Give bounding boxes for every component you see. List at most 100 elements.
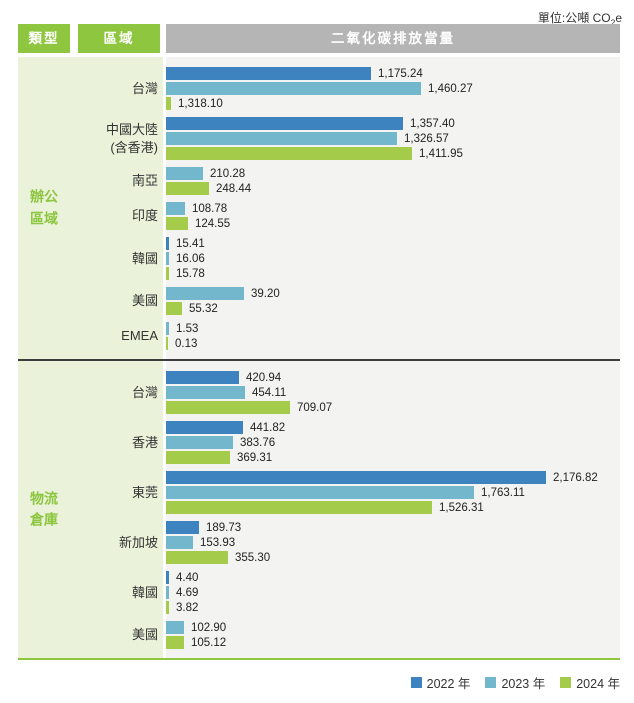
bar-line: 2,176.82	[166, 471, 598, 484]
region-label: 香港	[18, 434, 158, 452]
bar-2023	[166, 436, 233, 449]
bar-value-label: 16.06	[176, 252, 205, 265]
bar-value-label: 39.20	[251, 287, 280, 300]
bar-group: 102.90 105.12	[166, 621, 226, 649]
region-label-line: 韓國	[131, 250, 158, 266]
bar-2022	[166, 421, 243, 434]
bar-2024	[166, 451, 230, 464]
bar-value-label: 1,526.31	[439, 501, 484, 514]
region-label: 台灣	[18, 80, 158, 98]
bar-group: 39.20 55.32	[166, 287, 280, 315]
section-rows: 台灣 420.94 454.11 709.07 香港 441.82 383.76 369.31…	[18, 371, 620, 649]
bar-group: 1,357.40 1,326.57 1,411.95	[166, 117, 463, 160]
region-label-line: (含香港)	[110, 139, 158, 155]
bar-value-label: 1,357.40	[410, 117, 455, 130]
bar-value-label: 105.12	[191, 636, 227, 649]
bar-group: 1.53 0.13	[166, 322, 198, 350]
section-divider	[18, 359, 620, 361]
type-label: 物流 倉庫	[18, 488, 70, 531]
bar-line: 0.13	[166, 337, 198, 350]
table-row: 印度 108.78 124.55	[18, 202, 620, 230]
bar-value-label: 1,326.57	[404, 132, 449, 145]
bar-group: 441.82 383.76 369.31	[166, 421, 285, 464]
bar-line: 3.82	[166, 601, 198, 614]
bar-value-label: 15.78	[176, 267, 205, 280]
bar-value-label: 4.40	[176, 571, 199, 584]
table-row: 南亞 210.28 248.44	[18, 167, 620, 195]
bar-value-label: 102.90	[191, 621, 227, 634]
bar-line: 1,526.31	[166, 501, 598, 514]
table-row: 香港 441.82 383.76 369.31	[18, 421, 620, 464]
region-label-line: 台灣	[131, 80, 158, 96]
region-label: 美國	[18, 292, 158, 310]
bar-value-label: 108.78	[192, 202, 228, 215]
bar-value-label: 189.73	[206, 521, 242, 534]
bar-2022	[166, 521, 199, 534]
bar-group: 420.94 454.11 709.07	[166, 371, 332, 414]
bar-value-label: 2,176.82	[553, 471, 598, 484]
bar-group: 210.28 248.44	[166, 167, 251, 195]
bar-2022	[166, 237, 169, 250]
bar-2022	[166, 471, 546, 484]
region-label-line: 台灣	[131, 384, 158, 400]
bar-value-label: 1,460.27	[428, 82, 473, 95]
unit-text: 單位:公噸 CO	[537, 11, 611, 25]
bar-value-label: 369.31	[237, 451, 273, 464]
legend-swatch-2023	[485, 677, 497, 688]
table-row: 美國 102.90 105.12	[18, 621, 620, 649]
table-row: 台灣 420.94 454.11 709.07	[18, 371, 620, 414]
legend-item-2022: 2022 年	[410, 673, 470, 692]
bar-line: 355.30	[166, 551, 270, 564]
bar-value-label: 1,318.10	[178, 97, 223, 110]
bar-line: 39.20	[166, 287, 280, 300]
bar-line: 15.78	[166, 267, 205, 280]
bar-line: 1,411.95	[166, 147, 463, 160]
bar-2024	[166, 601, 169, 614]
bar-group: 108.78 124.55	[166, 202, 230, 230]
table-header: 類型 區域 二氧化碳排放當量	[18, 24, 620, 53]
bar-2023	[166, 536, 193, 549]
bar-line: 709.07	[166, 401, 332, 414]
region-label-line: 美國	[131, 293, 158, 309]
type-label: 辦公 區域	[18, 186, 70, 229]
bar-line: 210.28	[166, 167, 251, 180]
bar-group: 2,176.82 1,763.11 1,526.31	[166, 471, 598, 514]
table-row: 新加坡 189.73 153.93 355.30	[18, 521, 620, 564]
bar-2023	[166, 252, 169, 265]
bar-value-label: 248.44	[216, 182, 252, 195]
bar-value-label: 3.82	[176, 601, 199, 614]
bar-line: 1,763.11	[166, 486, 598, 499]
bar-value-label: 0.13	[175, 337, 198, 350]
region-label: 韓國	[18, 584, 158, 602]
bar-value-label: 1,411.95	[419, 147, 463, 160]
region-label: 東莞	[18, 484, 158, 502]
unit-subscript: 2	[610, 17, 616, 28]
bar-line: 1,357.40	[166, 117, 463, 130]
bar-line: 1.53	[166, 322, 198, 335]
chart-sections: 辦公 區域 台灣 1,175.24 1,460.27 1,318.10 中國大陸 (含香港) 1…	[18, 57, 620, 658]
bar-2023	[166, 287, 244, 300]
bar-2023	[166, 386, 245, 399]
bar-2024	[166, 217, 188, 230]
bar-line: 383.76	[166, 436, 285, 449]
bar-line: 1,318.10	[166, 97, 473, 110]
bar-2023	[166, 167, 203, 180]
bar-line: 441.82	[166, 421, 285, 434]
bar-value-label: 153.93	[200, 536, 236, 549]
bar-2022	[166, 117, 403, 130]
bar-2024	[166, 147, 412, 160]
type-label-line: 辦公	[30, 188, 58, 205]
region-label: 台灣	[18, 384, 158, 402]
bar-value-label: 355.30	[235, 551, 271, 564]
bar-line: 4.69	[166, 586, 198, 599]
bar-value-label: 15.41	[176, 237, 205, 250]
bar-value-label: 210.28	[210, 167, 246, 180]
bar-group: 4.40 4.69 3.82	[166, 571, 198, 614]
bar-2024	[166, 302, 182, 315]
bar-value-label: 709.07	[297, 401, 333, 414]
region-label-line: 南亞	[131, 173, 158, 189]
bar-2023	[166, 202, 185, 215]
bar-line: 369.31	[166, 451, 285, 464]
bar-line: 55.32	[166, 302, 280, 315]
